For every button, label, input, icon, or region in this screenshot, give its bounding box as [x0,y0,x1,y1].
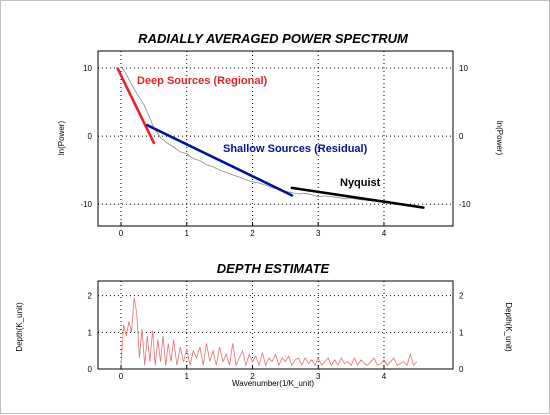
shallow-sources-line [146,123,294,197]
depth-title: DEPTH ESTIMATE [217,261,330,276]
depth-xtick-label-3: 3 [316,372,321,381]
spectrum-ytick-label-left-2: -10 [80,200,92,209]
depth-ticks: 0 1 2 3 4 2 2 1 1 0 0 [88,292,464,381]
deep-sources-label: Deep Sources (Regional) [137,75,268,87]
spectrum-ytick-label-right-0: 10 [459,64,468,73]
spectrum-xtick-label-2: 2 [250,229,255,238]
spectrum-ticks: 0 1 2 3 4 10 10 0 0 -10 -10 [80,64,471,238]
depth-ytick-label-left-2: 0 [88,365,93,374]
depth-plot-area [97,280,454,370]
spectrum-ylabel-right: ln(Power) [495,121,504,156]
depth-xtick-label-0: 0 [119,372,124,381]
depth-ylabel-left: Depth(K_unit) [15,302,24,352]
spectrum-ytick-label-left-0: 10 [83,64,92,73]
nyquist-line [290,186,425,209]
spectrum-ytick-label-left-1: 0 [88,132,93,141]
depth-xtick-label-4: 4 [382,372,387,381]
spectrum-plot-area [97,50,454,227]
deep-sources-line [116,67,156,145]
depth-series [120,297,418,367]
depth-curve [120,297,418,367]
spectrum-xtick-label-1: 1 [185,229,190,238]
spectrum-xtick-label-3: 3 [316,229,321,238]
depth-ylabel-right: Depth(K_unit) [504,302,513,352]
spectrum-xtick-label-4: 4 [382,229,387,238]
depth-ytick-label-right-2: 0 [459,365,464,374]
depth-ytick-label-right-0: 2 [459,292,464,301]
spectrum-xtick-label-0: 0 [119,229,124,238]
depth-xlabel: Wavenumber(1/K_unit) [232,379,314,388]
shallow-sources-label: Shallow Sources (Residual) [223,143,368,155]
depth-ytick-label-left-1: 1 [88,328,93,337]
depth-xtick-label-1: 1 [185,372,190,381]
depth-ytick-label-right-1: 1 [459,328,464,337]
spectrum-title: RADIALLY AVERAGED POWER SPECTRUM [138,31,409,46]
depth-xtick-label-2: 2 [250,372,255,381]
depth-grid [98,281,453,370]
depth-ytick-label-left-0: 2 [88,292,93,301]
nyquist-label: Nyquist [340,177,381,189]
spectrum-series [116,66,425,209]
spectrum-ytick-label-right-2: -10 [459,200,471,209]
spectrum-ytick-label-right-1: 0 [459,132,464,141]
spectrum-ylabel-left: ln(Power) [57,121,66,156]
